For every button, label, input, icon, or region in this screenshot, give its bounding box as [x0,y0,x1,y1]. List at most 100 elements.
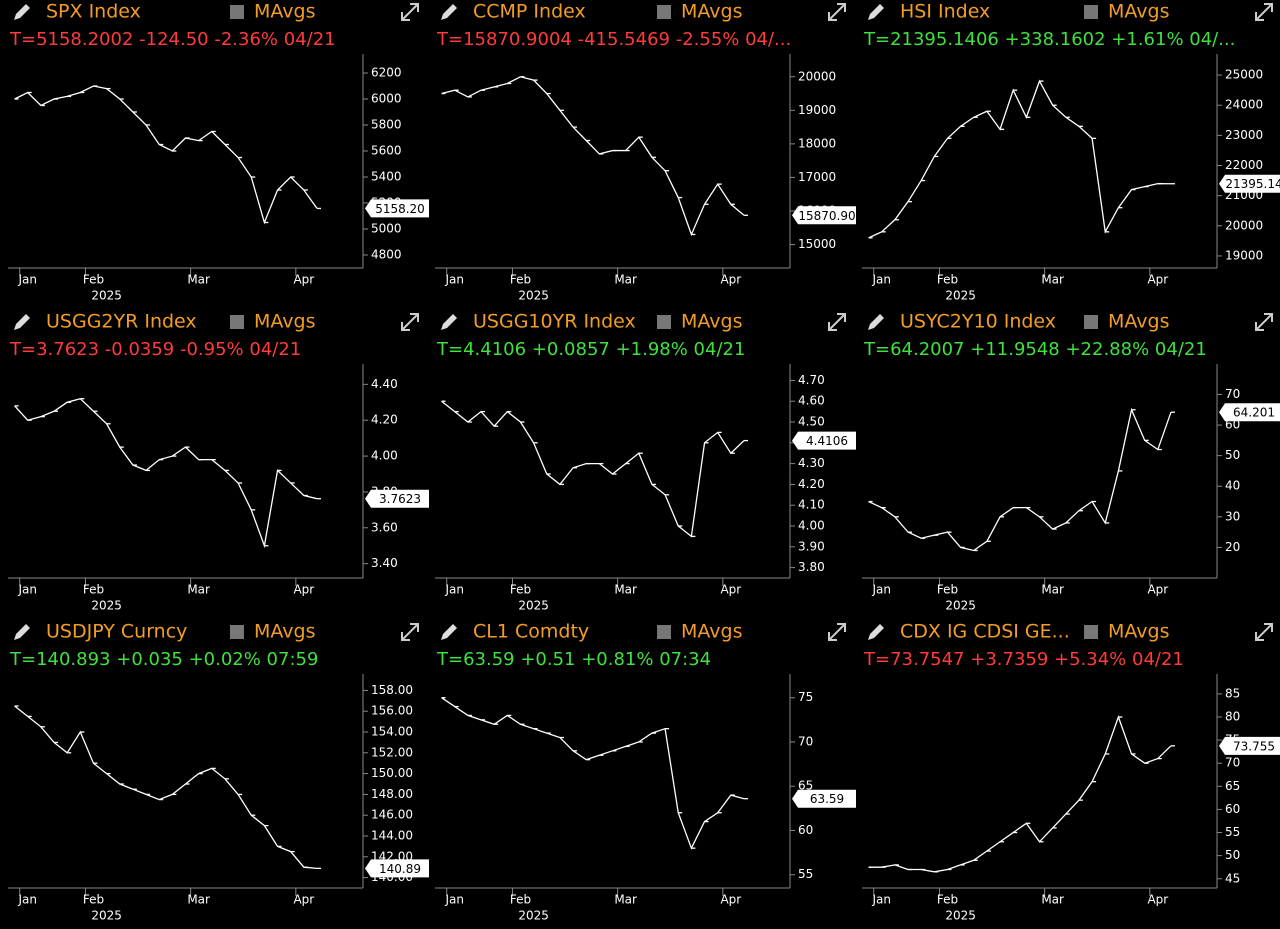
y-tick-label: 65 [798,779,813,793]
mavgs-label: MAvgs [1108,621,1169,643]
expand-icon[interactable] [1255,313,1273,331]
chart-panel: USDJPY Curncy MAvgs T=140.893 +0.035 +0.02… [8,621,429,923]
mavgs-checkbox[interactable] [657,315,671,329]
chart-title: USGG2YR Index [46,311,197,333]
y-tick-label: 4.00 [371,449,398,463]
expand-icon[interactable] [828,623,846,641]
y-tick-label: 5000 [371,222,402,236]
x-tick-label: Apr [1147,273,1168,287]
y-tick-label: 6000 [371,92,402,106]
x-axis-label: 2025 [518,289,549,303]
quote-line: T=4.4106 +0.0857 +1.98% 04/21 [436,339,745,360]
y-tick-label: 60 [1225,802,1240,816]
edit-icon[interactable] [441,624,457,640]
y-tick-label: 20000 [1225,218,1263,232]
expand-icon[interactable] [828,313,846,331]
x-axis-label: 2025 [945,289,976,303]
y-tick-label: 158.00 [371,683,413,697]
x-tick-label: Jan [17,893,37,907]
y-tick-label: 4.40 [371,377,398,391]
price-line [14,705,318,869]
last-price-tag [792,789,856,808]
edit-icon[interactable] [868,314,884,330]
y-tick-label: 70 [1225,387,1240,401]
chart-title: USDJPY Curncy [46,621,187,643]
chart-title: USGG10YR Index [473,311,636,333]
x-tick-label: Apr [293,273,314,287]
x-axis-label: 2025 [518,909,549,923]
quote-line: T=3.7623 -0.0359 -0.95% 04/21 [9,339,301,360]
y-tick-label: 4.00 [798,519,825,533]
mavgs-checkbox[interactable] [230,315,244,329]
y-tick-label: 40 [1225,479,1240,493]
expand-icon[interactable] [401,623,419,641]
expand-icon[interactable] [1255,623,1273,641]
y-tick-label: 23000 [1225,128,1263,142]
y-tick-label: 20 [1225,540,1240,554]
edit-icon[interactable] [868,624,884,640]
edit-icon[interactable] [14,624,30,640]
y-tick-label: 25000 [1225,68,1263,82]
chart-title: USYC2Y10 Index [900,311,1056,333]
x-axis-label: 2025 [91,909,122,923]
x-tick-label: Feb [83,583,104,597]
edit-icon[interactable] [14,4,30,20]
x-tick-label: Mar [614,893,637,907]
edit-icon[interactable] [868,4,884,20]
x-axis-label: 2025 [945,909,976,923]
mavgs-checkbox[interactable] [657,5,671,19]
mavgs-label: MAvgs [1108,1,1169,23]
last-price-label: 63.59 [810,792,844,806]
edit-icon[interactable] [441,314,457,330]
mavgs-checkbox[interactable] [1084,5,1098,19]
y-tick-label: 4.60 [798,394,825,408]
mavgs-label: MAvgs [681,621,742,643]
y-tick-label: 80 [1225,709,1240,723]
x-tick-label: Apr [293,893,314,907]
chart-panel: CL1 Comdty MAvgs T=63.59 +0.51 +0.81% 07:3… [435,621,856,923]
y-tick-label: 18000 [798,136,836,150]
price-line [14,85,318,225]
x-axis-label: 2025 [91,599,122,613]
x-tick-label: Mar [187,583,210,597]
y-tick-label: 19000 [798,103,836,117]
expand-icon[interactable] [401,3,419,21]
mavgs-checkbox[interactable] [1084,625,1098,639]
last-price-tag [365,489,429,508]
chart-title: CL1 Comdty [473,621,589,643]
last-price-tag [792,431,856,450]
last-price-label: 15870.90 [798,209,855,223]
mavgs-checkbox[interactable] [230,5,244,19]
y-tick-label: 30 [1225,509,1240,523]
expand-icon[interactable] [1255,3,1273,21]
last-price-label: 140.89 [379,862,421,876]
y-tick-label: 60 [798,823,813,837]
chart-panel: CDX IG CDSI GE... MAvgs T=73.7547 +3.7359 … [862,621,1280,923]
last-price-label: 73.755 [1233,739,1275,753]
x-tick-label: Jan [17,583,37,597]
x-tick-label: Apr [1147,583,1168,597]
y-tick-label: 150.00 [371,766,413,780]
x-tick-label: Jan [871,583,891,597]
edit-icon[interactable] [441,4,457,20]
y-tick-label: 85 [1225,686,1240,700]
y-tick-label: 22000 [1225,158,1263,172]
x-axis-label: 2025 [945,599,976,613]
x-tick-label: Apr [720,583,741,597]
x-tick-label: Feb [83,893,104,907]
x-axis-label: 2025 [518,599,549,613]
mavgs-checkbox[interactable] [1084,315,1098,329]
mavgs-checkbox[interactable] [657,625,671,639]
edit-icon[interactable] [14,314,30,330]
quote-line: T=21395.1406 +338.1602 +1.61% 04/... [863,29,1235,50]
x-tick-label: Jan [444,893,464,907]
x-tick-label: Mar [187,273,210,287]
expand-icon[interactable] [401,313,419,331]
y-tick-label: 4.20 [371,413,398,427]
chart-panel: USGG10YR Index MAvgs T=4.4106 +0.0857 +1.9… [435,311,856,613]
mavgs-label: MAvgs [254,311,315,333]
y-tick-label: 50 [1225,448,1240,462]
mavgs-checkbox[interactable] [230,625,244,639]
expand-icon[interactable] [828,3,846,21]
